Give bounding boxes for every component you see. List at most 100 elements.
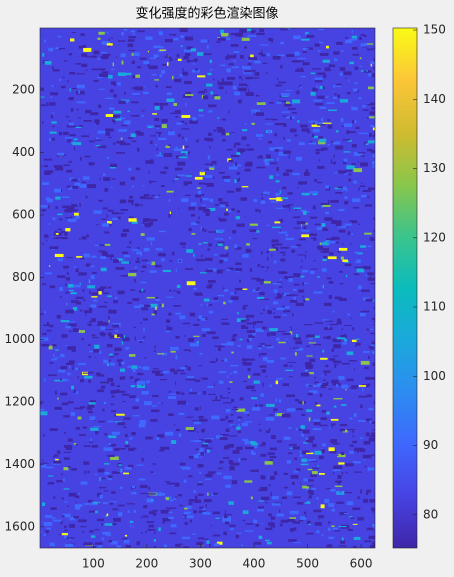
image-texture bbox=[112, 508, 118, 511]
image-texture bbox=[141, 259, 149, 262]
image-texture bbox=[131, 140, 137, 142]
image-texture bbox=[369, 377, 375, 380]
image-texture bbox=[117, 290, 125, 295]
image-texture bbox=[287, 518, 296, 522]
image-texture bbox=[177, 400, 187, 405]
image-texture bbox=[269, 328, 278, 332]
image-texture bbox=[274, 122, 284, 126]
image-texture bbox=[222, 175, 231, 180]
image-texture bbox=[273, 410, 275, 413]
image-texture bbox=[322, 258, 327, 262]
image-texture bbox=[166, 98, 175, 102]
image-texture bbox=[352, 53, 360, 56]
image-texture bbox=[71, 300, 79, 303]
image-texture bbox=[111, 186, 113, 189]
image-texture bbox=[319, 424, 328, 427]
image-texture bbox=[91, 55, 97, 58]
image-texture bbox=[343, 123, 353, 128]
image-texture bbox=[325, 320, 334, 322]
image-texture bbox=[91, 296, 98, 298]
image-texture bbox=[44, 515, 53, 518]
image-texture bbox=[368, 407, 374, 411]
image-texture bbox=[178, 412, 185, 416]
image-texture bbox=[69, 71, 76, 75]
image-texture bbox=[233, 333, 237, 337]
image-texture bbox=[67, 139, 72, 143]
image-texture bbox=[296, 502, 304, 505]
image-texture bbox=[354, 120, 357, 124]
image-texture bbox=[142, 515, 149, 518]
image-texture bbox=[107, 454, 115, 457]
image-texture bbox=[251, 122, 255, 125]
image-texture bbox=[363, 141, 367, 146]
image-texture bbox=[289, 376, 293, 378]
image-texture bbox=[129, 289, 136, 291]
image-texture bbox=[120, 53, 126, 58]
image-texture bbox=[255, 208, 259, 212]
image-texture bbox=[118, 390, 126, 393]
image-texture bbox=[316, 85, 318, 89]
image-texture bbox=[73, 284, 81, 288]
image-texture bbox=[318, 136, 323, 140]
image-texture bbox=[344, 200, 349, 205]
image-texture bbox=[141, 391, 149, 395]
image-texture bbox=[329, 323, 338, 326]
image-texture bbox=[40, 205, 48, 208]
image-texture bbox=[266, 403, 275, 407]
image-texture bbox=[219, 380, 224, 384]
image-texture bbox=[159, 103, 169, 106]
image-texture bbox=[136, 147, 140, 152]
image-texture bbox=[99, 477, 101, 482]
image-texture bbox=[204, 183, 208, 185]
image-texture bbox=[169, 289, 172, 292]
image-texture bbox=[228, 459, 234, 464]
image-texture bbox=[310, 451, 315, 454]
image-texture bbox=[342, 243, 344, 246]
image-texture bbox=[250, 496, 253, 500]
image-texture bbox=[78, 90, 80, 94]
y-tick-label: 1000 bbox=[4, 332, 35, 346]
image-texture bbox=[265, 430, 270, 433]
image-texture bbox=[96, 288, 105, 292]
image-texture bbox=[75, 426, 81, 430]
image-texture bbox=[107, 209, 114, 212]
image-texture bbox=[221, 78, 224, 83]
image-texture bbox=[371, 341, 375, 345]
image-texture bbox=[121, 124, 128, 127]
image-texture bbox=[323, 302, 332, 307]
image-texture bbox=[116, 385, 121, 388]
image-texture bbox=[224, 445, 230, 450]
image-texture bbox=[63, 131, 69, 136]
image-texture bbox=[298, 400, 306, 404]
image-texture bbox=[194, 176, 203, 180]
image-texture bbox=[368, 467, 375, 471]
image-texture bbox=[160, 509, 170, 514]
image-texture bbox=[258, 52, 264, 55]
image-texture bbox=[98, 31, 105, 35]
image-texture bbox=[144, 357, 147, 359]
image-texture bbox=[241, 78, 243, 81]
image-texture bbox=[289, 510, 299, 515]
image-texture bbox=[69, 289, 74, 292]
image-texture bbox=[54, 406, 62, 411]
image-texture bbox=[49, 131, 57, 134]
image-texture bbox=[293, 273, 301, 278]
image-texture bbox=[60, 353, 65, 358]
image-texture bbox=[198, 481, 204, 485]
image-texture bbox=[199, 352, 203, 355]
image-texture bbox=[233, 60, 236, 62]
image-texture bbox=[353, 413, 357, 417]
image-texture bbox=[229, 166, 238, 170]
image-texture bbox=[63, 164, 70, 167]
image-texture bbox=[366, 489, 371, 493]
image-texture bbox=[75, 443, 79, 446]
image-texture bbox=[321, 86, 325, 90]
image-texture bbox=[369, 133, 373, 137]
image-texture bbox=[308, 490, 314, 494]
image-texture bbox=[55, 166, 64, 171]
image-texture bbox=[289, 207, 291, 212]
image-texture bbox=[107, 332, 112, 336]
image-texture bbox=[321, 409, 327, 413]
image-texture bbox=[256, 32, 265, 36]
image-texture bbox=[92, 271, 97, 274]
